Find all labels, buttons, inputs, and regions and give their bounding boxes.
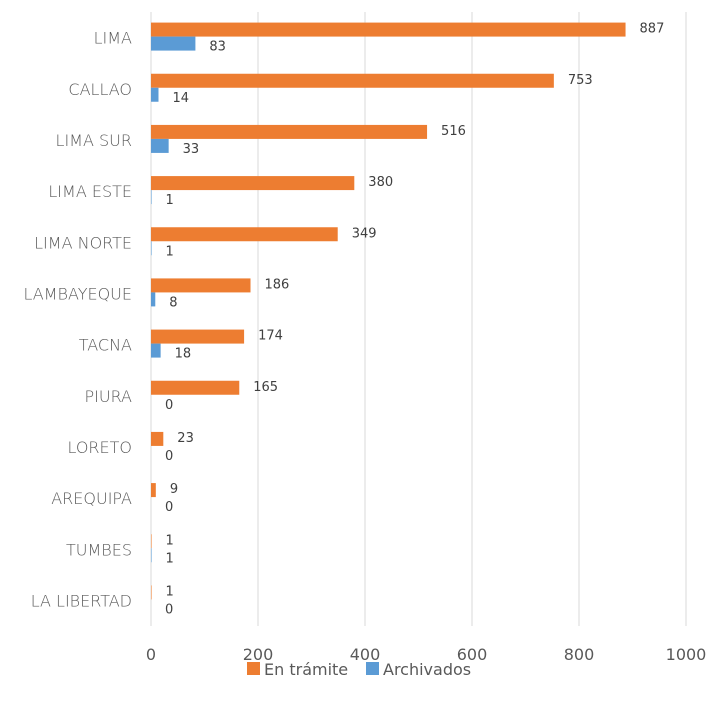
bar-en-tramite [151, 22, 626, 37]
x-tick-label: 1000 [666, 645, 707, 664]
bar-en-tramite [151, 176, 355, 191]
bar-en-tramite [151, 380, 240, 395]
bar-en-tramite [151, 124, 428, 139]
data-label-archivados: 0 [165, 449, 173, 464]
data-label-archivados: 33 [183, 142, 200, 157]
bar-archivados [151, 190, 152, 205]
data-label-archivados: 83 [209, 40, 226, 55]
category-label: LORETO [67, 438, 132, 457]
data-label-en-tramite: 174 [258, 329, 283, 344]
x-tick-label: 0 [146, 645, 156, 664]
legend-swatch [366, 662, 379, 675]
x-tick-label: 800 [564, 645, 595, 664]
bar-en-tramite [151, 329, 245, 344]
bar-archivados [151, 343, 161, 358]
data-label-archivados: 0 [165, 398, 173, 413]
category-label: TACNA [79, 336, 132, 355]
bar-archivados [151, 292, 156, 307]
data-label-en-tramite: 23 [177, 431, 194, 446]
category-labels: LIMA CALLAO LIMA SUR LIMA ESTE LIMA NORTE LAM… [23, 29, 132, 611]
legend: En trámite Archivados [247, 660, 471, 679]
data-label-archivados: 1 [166, 193, 174, 208]
x-tick-label: 400 [350, 645, 381, 664]
data-label-archivados: 14 [172, 91, 189, 106]
data-labels: 887 83 753 14 516 33 380 1 349 1 186 8 174 18 165 0 23 0 9… [165, 22, 664, 618]
data-label-archivados: 18 [175, 347, 192, 362]
data-label-en-tramite: 380 [368, 175, 393, 190]
data-label-en-tramite: 516 [441, 124, 466, 139]
bars-group [151, 22, 626, 600]
category-label: TUMBES [66, 540, 132, 559]
data-label-archivados: 1 [166, 244, 174, 259]
category-label: LIMA [94, 29, 132, 48]
data-label-en-tramite: 186 [265, 277, 290, 292]
category-label: LIMA ESTE [48, 182, 132, 201]
bar-en-tramite [151, 585, 152, 600]
data-label-en-tramite: 753 [568, 73, 593, 88]
x-tick-label: 600 [457, 645, 488, 664]
category-label: LIMA SUR [56, 131, 132, 150]
bar-en-tramite [151, 278, 251, 293]
data-label-archivados: 8 [169, 295, 177, 310]
x-tick-label: 200 [243, 645, 274, 664]
category-label: AREQUIPA [51, 489, 132, 508]
data-label-archivados: 1 [166, 551, 174, 566]
data-label-en-tramite: 349 [352, 226, 377, 241]
bar-archivados [151, 36, 196, 51]
data-label-en-tramite: 1 [166, 584, 174, 599]
data-label-en-tramite: 9 [170, 482, 178, 497]
legend-swatch [247, 662, 260, 675]
gridlines [150, 12, 687, 626]
legend-label: Archivados [383, 660, 471, 679]
category-label: LAMBAYEQUE [23, 284, 132, 303]
data-label-en-tramite: 1 [166, 533, 174, 548]
data-label-en-tramite: 165 [253, 380, 278, 395]
bar-en-tramite [151, 534, 152, 549]
bar-en-tramite [151, 73, 554, 88]
legend-label: En trámite [264, 660, 348, 679]
bar-en-tramite [151, 227, 338, 242]
data-label-archivados: 0 [165, 602, 173, 617]
data-label-archivados: 0 [165, 500, 173, 515]
bar-en-tramite [151, 431, 164, 446]
category-label: PIURA [85, 387, 133, 406]
data-label-en-tramite: 887 [640, 22, 665, 37]
bar-archivados [151, 548, 152, 563]
bar-archivados [151, 87, 159, 102]
category-label: LIMA NORTE [34, 233, 132, 252]
x-axis-tick-labels: 0 200 400 600 800 1000 [146, 645, 706, 664]
category-label: LA LIBERTAD [31, 591, 132, 610]
bar-archivados [151, 138, 169, 153]
category-label: CALLAO [68, 80, 132, 99]
bar-archivados [151, 241, 152, 256]
bar-en-tramite [151, 483, 156, 498]
